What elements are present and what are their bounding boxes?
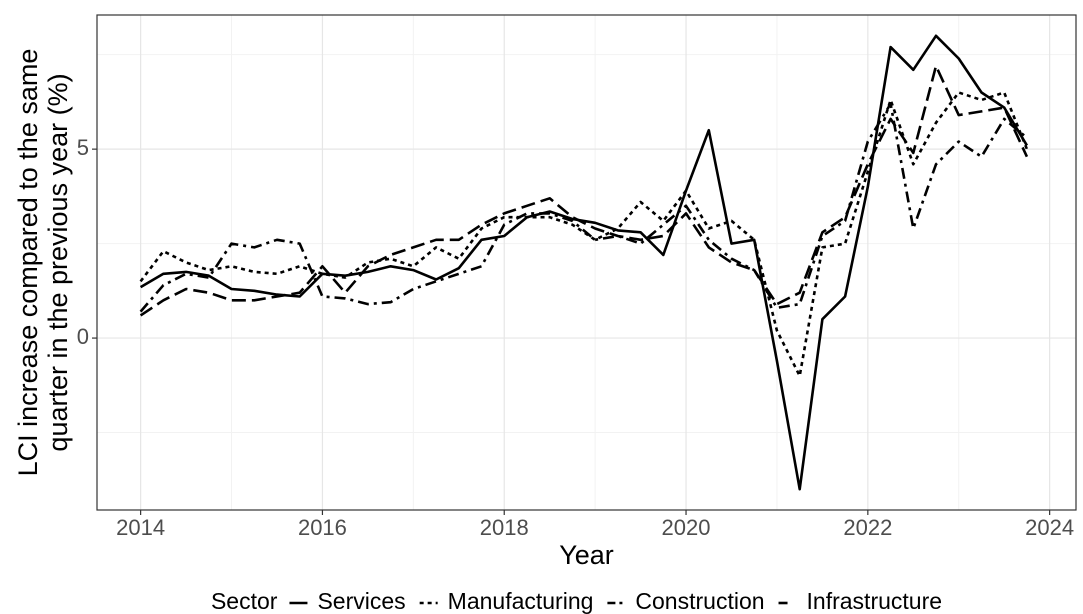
legend-title: Sector <box>211 588 278 614</box>
legend-label: Infrastructure <box>807 588 943 614</box>
x-tick-label: 2016 <box>298 515 347 540</box>
y-axis-title: LCI increase compared to the same <box>13 49 43 477</box>
legend-item: Construction <box>607 588 765 614</box>
x-tick-label: 2020 <box>662 515 711 540</box>
legend-item: Services <box>289 588 406 614</box>
y-axis-title: quarter in the previous year (%) <box>43 73 73 451</box>
series-line <box>139 102 1028 313</box>
legend-item: Infrastructure <box>778 588 943 614</box>
legend: Sector Services Manufacturing Construction I… <box>211 588 942 614</box>
legend-label: Construction <box>635 588 764 614</box>
y-tick-label: 5 <box>77 135 89 160</box>
legend-item: Manufacturing <box>419 588 594 614</box>
x-tick-label: 2022 <box>843 515 892 540</box>
plot-border <box>96 14 1077 511</box>
series-line <box>139 64 1029 317</box>
legend-label: Manufacturing <box>448 588 594 614</box>
y-tick-label: 0 <box>77 324 89 349</box>
x-axis-title: Year <box>559 540 614 570</box>
x-tick-label: 2014 <box>116 515 165 540</box>
plot-background <box>97 15 1076 510</box>
series-line <box>139 91 1029 378</box>
x-tick-label: 2018 <box>480 515 529 540</box>
series-line <box>139 34 1029 491</box>
x-tick-label: 2024 <box>1025 515 1074 540</box>
legend-label: Services <box>317 588 405 614</box>
